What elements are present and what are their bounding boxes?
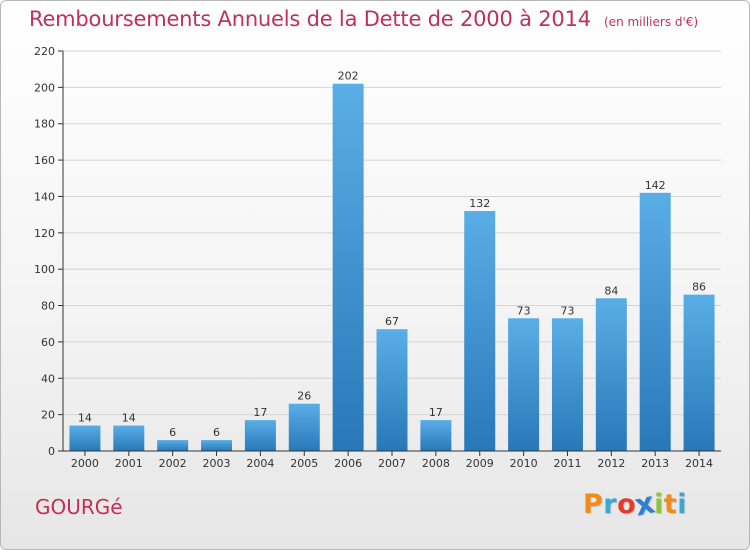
x-tick-label: 2004 — [246, 457, 274, 470]
bar — [376, 329, 408, 451]
bar-value-label: 14 — [122, 412, 136, 425]
bar — [201, 440, 233, 451]
bar-labels: 14 14 6 6 17 26 202 67 17 132 73 73 84 142 86 — [78, 70, 706, 439]
bar — [288, 403, 320, 451]
logo-letter: o — [617, 489, 637, 520]
bar — [639, 192, 671, 451]
chart-title: Remboursements Annuels de la Dette de 20… — [29, 7, 591, 31]
y-tick-label: 20 — [41, 409, 55, 422]
bar-value-label: 132 — [469, 197, 490, 210]
bar-value-label: 6 — [213, 426, 220, 439]
bar-value-label: 84 — [604, 284, 618, 297]
bar-value-label: 6 — [169, 426, 176, 439]
x-tick-label: 2003 — [203, 457, 231, 470]
x-tick-label: 2009 — [466, 457, 494, 470]
x-axis-ticks: 2000 2001 2002 2003 2004 2005 2006 2007 2008 2009… — [71, 451, 713, 470]
bar-value-label: 26 — [297, 390, 311, 403]
x-tick-label: 2011 — [553, 457, 581, 470]
y-tick-label: 180 — [34, 118, 55, 131]
y-tick-label: 120 — [34, 227, 55, 240]
bar — [420, 420, 452, 451]
x-tick-label: 2001 — [115, 457, 143, 470]
bar — [508, 318, 540, 451]
y-tick-label: 140 — [34, 190, 55, 203]
bar — [157, 440, 189, 451]
bar — [683, 294, 715, 451]
proxiti-logo: Proxiti — [583, 486, 688, 523]
x-tick-label: 2008 — [422, 457, 450, 470]
logo-letter: t — [663, 489, 678, 520]
bar-value-label: 17 — [429, 406, 443, 419]
bar-value-label: 73 — [517, 304, 531, 317]
title-row: Remboursements Annuels de la Dette de 20… — [29, 7, 698, 31]
y-tick-label: 200 — [34, 81, 55, 94]
y-tick-label: 160 — [34, 154, 55, 167]
x-tick-label: 2000 — [71, 457, 99, 470]
y-tick-label: 100 — [34, 263, 55, 276]
y-tick-label: 40 — [41, 372, 55, 385]
axes — [62, 51, 721, 452]
bar — [69, 425, 101, 451]
bar-value-label: 142 — [645, 179, 666, 192]
town-name: GOURGé — [35, 495, 123, 519]
bar — [332, 83, 364, 452]
bar-value-label: 86 — [692, 281, 706, 294]
logo-letter: r — [603, 489, 618, 520]
bars — [69, 83, 715, 452]
bar-value-label: 202 — [338, 70, 359, 83]
bar — [113, 425, 145, 451]
x-tick-label: 2013 — [641, 457, 669, 470]
y-axis-ticks: 0 20 40 60 80 100 120 140 160 180 200 220 — [34, 45, 63, 458]
y-tick-label: 60 — [41, 336, 55, 349]
x-tick-label: 2005 — [290, 457, 318, 470]
x-tick-label: 2012 — [597, 457, 625, 470]
bar-value-label: 14 — [78, 412, 92, 425]
logo-letter: i — [654, 489, 664, 520]
y-tick-label: 0 — [48, 445, 55, 458]
bar — [244, 420, 276, 451]
y-tick-label: 220 — [34, 45, 55, 58]
bar — [595, 298, 627, 451]
x-tick-label: 2002 — [159, 457, 187, 470]
logo-letter: i — [677, 489, 688, 520]
bar — [551, 318, 583, 451]
bar-value-label: 67 — [385, 315, 399, 328]
y-tick-label: 80 — [41, 300, 55, 313]
x-tick-label: 2010 — [510, 457, 538, 470]
bar — [464, 211, 496, 451]
bar-value-label: 17 — [253, 406, 267, 419]
logo-letter: P — [583, 489, 604, 520]
x-tick-label: 2014 — [685, 457, 713, 470]
chart-unit: (en milliers d'€) — [604, 15, 699, 29]
x-tick-label: 2006 — [334, 457, 362, 470]
bar-value-label: 73 — [560, 304, 574, 317]
x-tick-label: 2007 — [378, 457, 406, 470]
